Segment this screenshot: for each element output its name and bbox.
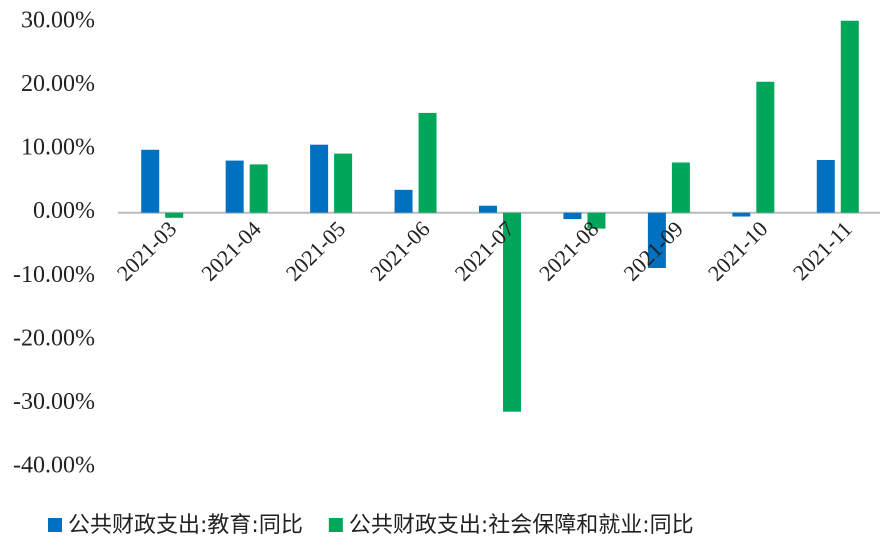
y-tick-label: -10.00%	[13, 262, 95, 288]
y-tick-label: -20.00%	[13, 325, 95, 351]
bar	[732, 212, 751, 217]
y-tick-label: 20.00%	[21, 71, 95, 97]
y-tick-label: 10.00%	[21, 135, 95, 161]
x-tick-label: 2021-03	[112, 216, 182, 286]
bar	[587, 212, 606, 229]
y-tick-label: 30.00%	[21, 8, 95, 34]
bar	[165, 212, 184, 218]
y-tick-label: 0.00%	[33, 198, 95, 224]
x-tick-label: 2021-11	[788, 216, 857, 285]
bar	[479, 205, 497, 213]
bar	[394, 189, 413, 213]
bar	[816, 159, 835, 213]
bar	[563, 212, 582, 220]
bar	[141, 149, 160, 213]
y-tick-label: -40.00%	[13, 453, 95, 479]
bar	[249, 164, 268, 213]
y-tick-label: -30.00%	[13, 389, 95, 415]
bar	[840, 20, 859, 213]
bar	[310, 144, 329, 213]
bar	[647, 212, 666, 269]
x-tick-label: 2021-06	[365, 216, 435, 286]
bar	[418, 112, 437, 213]
bar	[671, 162, 690, 213]
bar	[334, 153, 353, 213]
x-tick-label: 2021-05	[281, 216, 351, 286]
legend-swatch	[328, 518, 343, 532]
x-tick-label: 2021-08	[534, 216, 604, 286]
bar	[756, 81, 775, 213]
bar	[225, 160, 244, 213]
legend-swatch	[48, 518, 62, 532]
bar	[503, 212, 521, 412]
x-tick-label: 2021-04	[196, 216, 266, 286]
legend-label: 公共财政支出:社会保障和就业:同比	[349, 513, 694, 538]
x-tick-label: 2021-10	[703, 216, 773, 286]
legend-label: 公共财政支出:教育:同比	[68, 513, 303, 538]
